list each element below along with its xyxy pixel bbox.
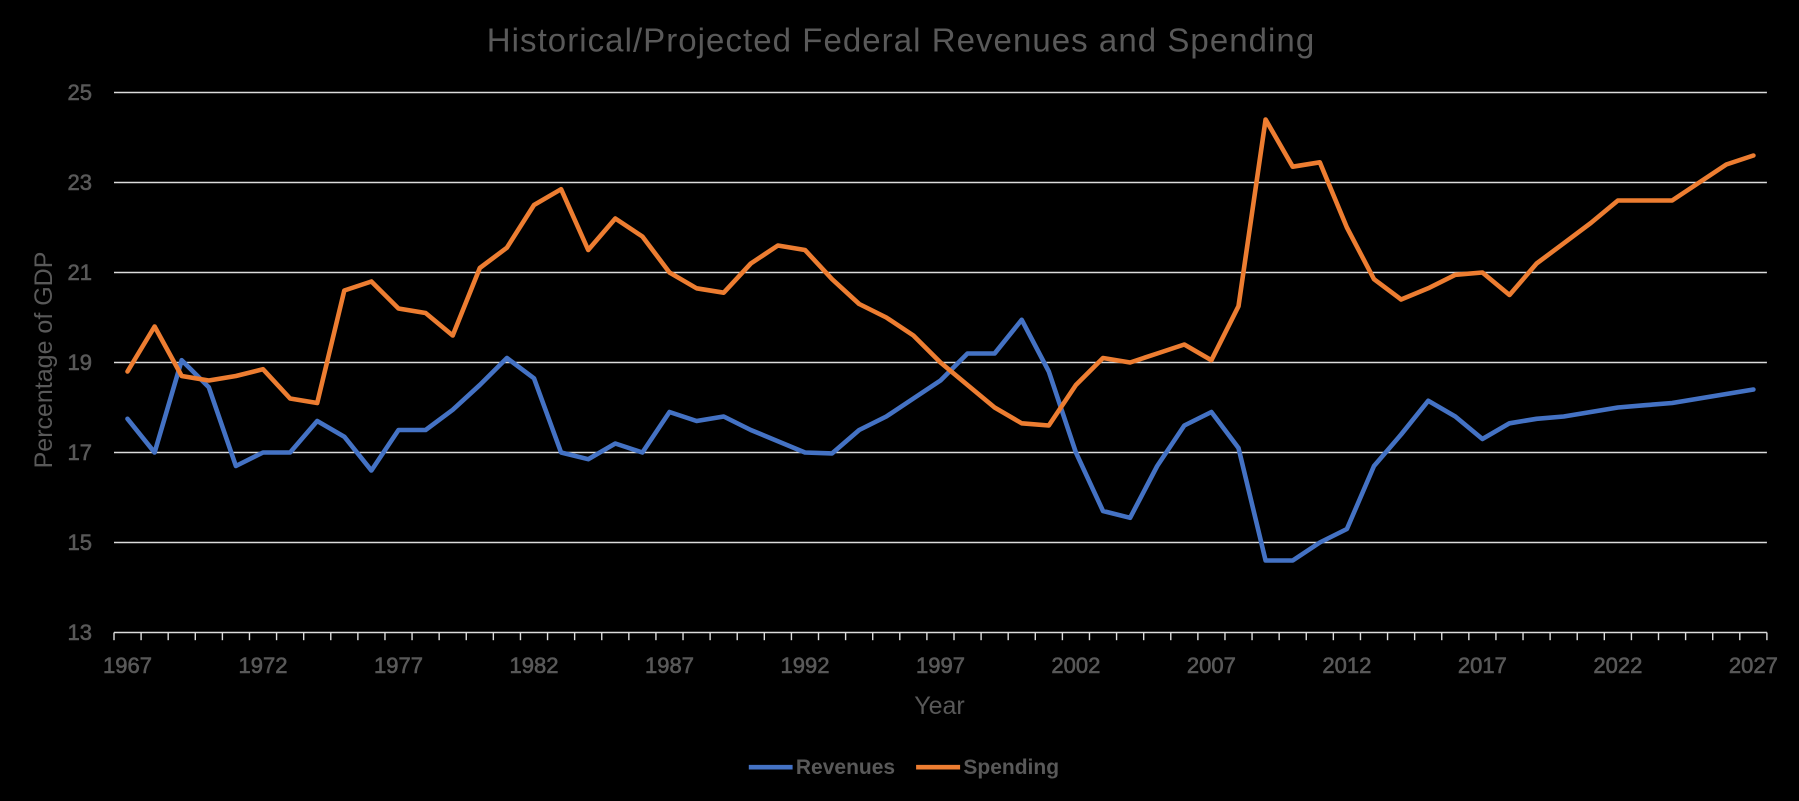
svg-text:Spending: Spending — [963, 756, 1059, 779]
svg-text:Year: Year — [914, 692, 965, 720]
svg-text:23: 23 — [68, 170, 92, 195]
svg-text:1967: 1967 — [103, 653, 152, 678]
svg-text:2002: 2002 — [1051, 653, 1100, 678]
svg-text:Historical/Projected Federal R: Historical/Projected Federal Revenues an… — [487, 21, 1315, 58]
svg-text:19: 19 — [68, 350, 92, 375]
svg-text:Percentage of GDP: Percentage of GDP — [30, 252, 58, 469]
svg-text:1992: 1992 — [781, 653, 830, 678]
svg-text:2027: 2027 — [1729, 653, 1778, 678]
svg-text:2012: 2012 — [1322, 653, 1371, 678]
svg-text:2022: 2022 — [1593, 653, 1642, 678]
svg-text:1972: 1972 — [239, 653, 288, 678]
svg-text:2017: 2017 — [1458, 653, 1507, 678]
svg-text:13: 13 — [68, 620, 92, 645]
svg-text:25: 25 — [68, 80, 92, 105]
svg-text:17: 17 — [68, 440, 92, 465]
svg-text:1987: 1987 — [645, 653, 694, 678]
svg-text:21: 21 — [68, 260, 92, 285]
svg-text:Revenues: Revenues — [796, 756, 895, 779]
svg-text:1977: 1977 — [374, 653, 423, 678]
svg-text:2007: 2007 — [1187, 653, 1236, 678]
svg-text:1997: 1997 — [916, 653, 965, 678]
svg-text:15: 15 — [68, 530, 92, 555]
svg-text:1982: 1982 — [510, 653, 559, 678]
